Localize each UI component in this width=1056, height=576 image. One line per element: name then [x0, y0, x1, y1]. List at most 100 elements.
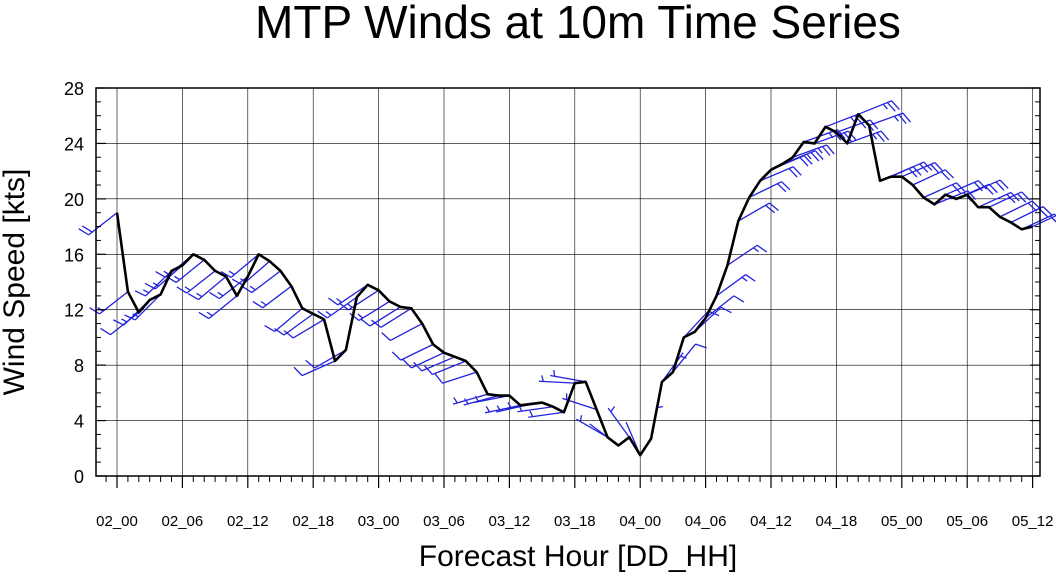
barb-shaft [99, 291, 129, 315]
barb-shaft [198, 275, 227, 301]
wind-barb [452, 393, 488, 405]
barb-feather [1017, 193, 1027, 203]
barb-shaft [283, 313, 314, 336]
barb-shaft [825, 113, 860, 128]
barb-feather [956, 182, 966, 192]
wind-barb [283, 318, 325, 339]
barb-half-feather [541, 375, 544, 382]
wind-barb [328, 284, 369, 306]
axis-ticks: 0 4 8 12 16 20 24 28 02_00 02_06 02_12 02_18 03_00 03… [64, 79, 1053, 530]
barb-feather [720, 306, 732, 314]
wind-barb [727, 244, 768, 266]
barb-half-feather [249, 285, 256, 291]
barb-feather [978, 180, 987, 190]
wind-barb [538, 375, 575, 384]
barb-feather [283, 330, 294, 339]
barb-shaft [186, 270, 216, 294]
barb-feather [89, 307, 100, 315]
barb-half-feather [529, 410, 534, 417]
barb-shaft [737, 202, 770, 222]
barb-feather [198, 311, 210, 320]
barb-feather [769, 202, 779, 212]
x-tick-label: 03_00 [358, 513, 400, 530]
barb-shaft [901, 162, 936, 178]
barb-shaft [977, 191, 1012, 208]
wind-barb [890, 161, 933, 178]
barb-feather [919, 163, 929, 173]
barb-shaft [175, 259, 205, 283]
x-tick-label: 05_12 [1012, 513, 1054, 530]
barb-shaft [326, 296, 358, 319]
x-tick-label: 02_12 [227, 513, 269, 530]
barb-shaft [432, 360, 467, 376]
barb-shaft [1010, 206, 1044, 223]
barb-feather [765, 204, 775, 214]
y-tick-label: 28 [64, 79, 84, 99]
barb-feather [1042, 206, 1053, 216]
y-axis-label: Wind Speed [kts] [0, 169, 31, 396]
barb-feather [293, 366, 303, 377]
wind-barb [901, 162, 944, 178]
barb-half-feather [850, 116, 856, 123]
barb-shaft [538, 380, 575, 384]
wind-barb [748, 181, 791, 199]
wind-barb [868, 112, 911, 127]
barb-shaft [759, 166, 794, 182]
barb-shaft [727, 244, 758, 266]
wind-barb [705, 295, 745, 319]
x-tick-label: 05_00 [881, 513, 923, 530]
barb-feather [402, 359, 412, 369]
y-tick-label: 16 [64, 245, 84, 265]
barb-feather [803, 155, 813, 165]
barb-feather [951, 184, 961, 194]
barb-feather [934, 162, 944, 172]
barb-half-feather [496, 405, 502, 412]
barb-shaft [358, 300, 390, 322]
barb-feather [231, 278, 243, 286]
barb-half-feather [217, 291, 224, 297]
x-tick-label: 02_00 [96, 513, 138, 530]
barb-feather [413, 361, 423, 372]
barb-feather [810, 151, 820, 162]
barb-half-feather [753, 247, 759, 253]
barb-half-feather [346, 302, 353, 308]
barb-half-feather [132, 313, 139, 318]
x-tick-label: 05_06 [946, 513, 988, 530]
barb-feather [113, 319, 125, 326]
barb-half-feather [121, 318, 128, 323]
barb-shaft [380, 307, 412, 328]
barb-half-feather [872, 133, 878, 140]
barb-feather [876, 132, 885, 143]
wind-barb [124, 294, 162, 321]
barb-shaft [945, 180, 979, 196]
wind-barb [716, 274, 756, 297]
barb-feather [695, 343, 707, 349]
barb-feather [912, 166, 922, 176]
wind-barb [966, 179, 1009, 196]
wind-barb [923, 182, 966, 199]
y-tick-label: 20 [64, 190, 84, 210]
barb-feather [424, 365, 433, 375]
barb-feather [843, 132, 853, 143]
barb-feather [209, 291, 220, 300]
barb-shaft [550, 374, 586, 383]
y-tick-label: 4 [74, 412, 84, 432]
barb-shaft [999, 200, 1033, 218]
barb-shaft [575, 418, 608, 438]
series-line [115, 113, 1033, 457]
x-tick-label: 04_12 [750, 513, 792, 530]
barb-feather [999, 179, 1009, 189]
barb-feather [1006, 193, 1016, 204]
wind-barb [113, 299, 151, 326]
barb-feather [241, 285, 253, 294]
wind-speed-line [115, 113, 1033, 457]
barb-feather [967, 190, 977, 201]
barb-feather [1021, 191, 1031, 201]
y-tick-label: 12 [64, 301, 84, 321]
barb-feather [371, 319, 382, 328]
barb-shaft [484, 404, 521, 414]
barb-feather [338, 302, 349, 311]
wind-barb [528, 410, 564, 418]
barb-feather [360, 318, 371, 327]
barb-shaft [314, 349, 347, 369]
